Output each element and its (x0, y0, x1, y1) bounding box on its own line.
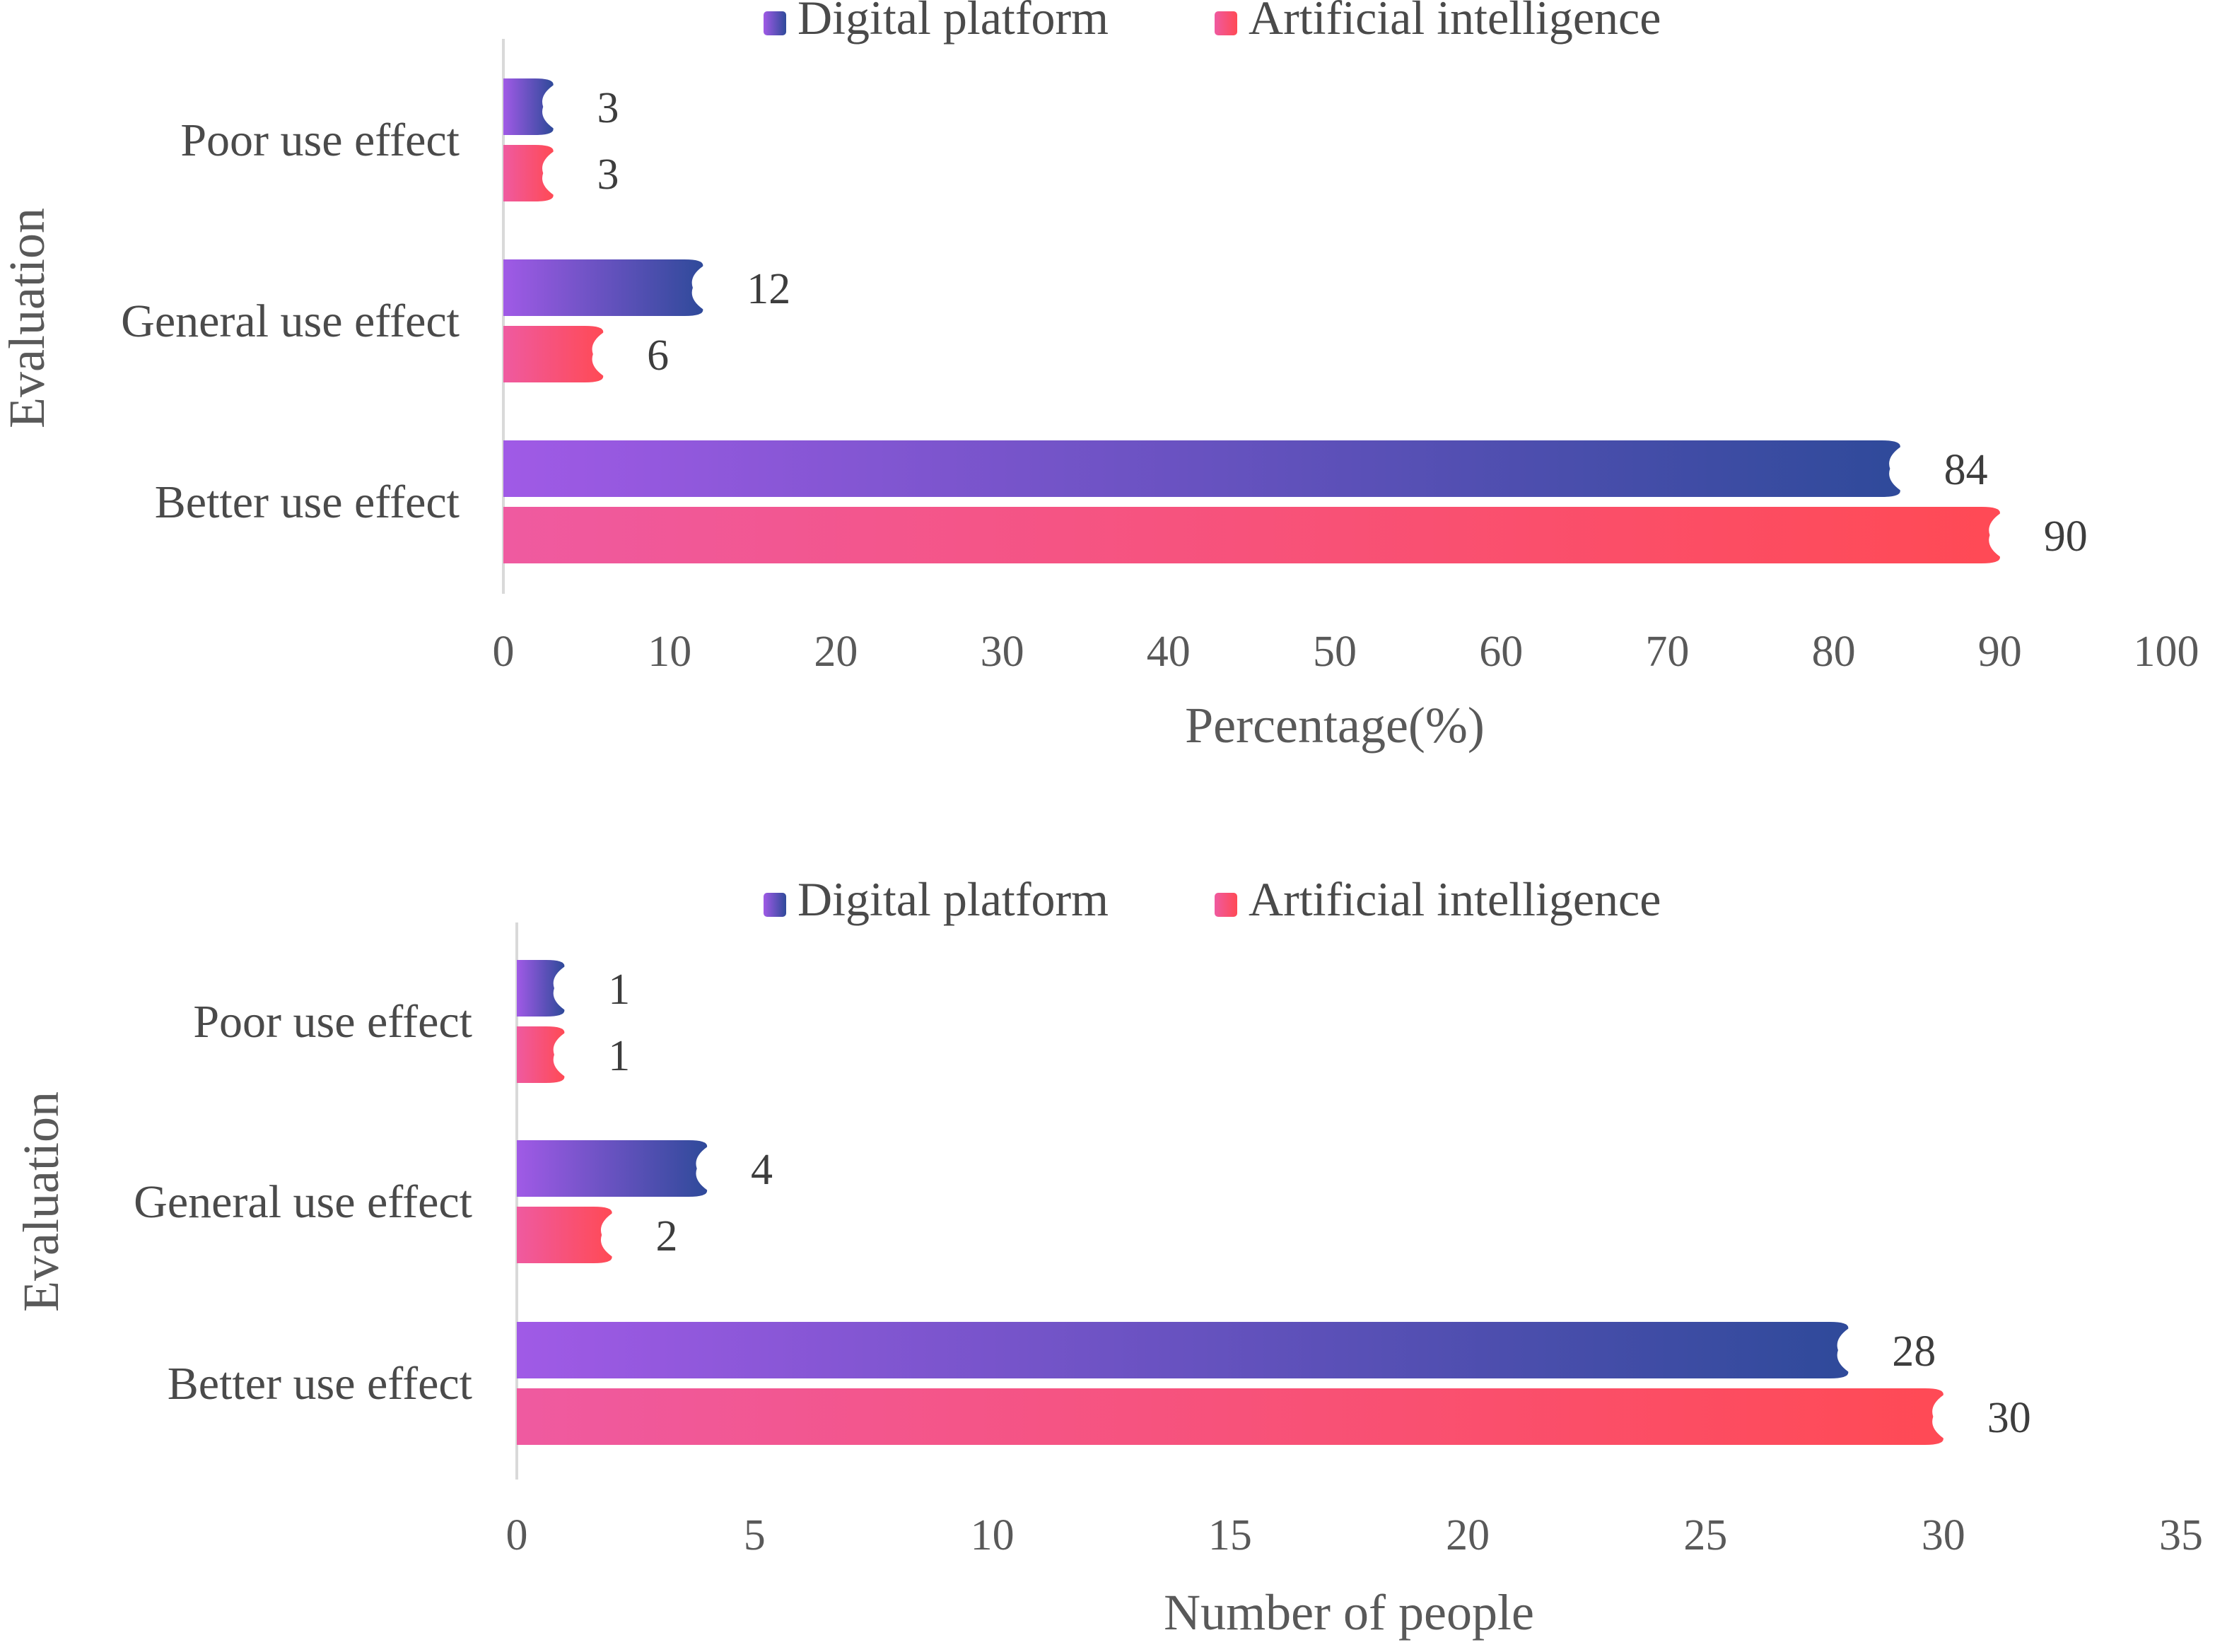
legend-swatch-artificial-intelligence (1215, 11, 1237, 35)
bar-digital-platform-general-use-effect (517, 1140, 708, 1197)
legend-label-digital-platform: Digital platform (797, 0, 1109, 45)
x-tick-label-5: 5 (744, 1511, 766, 1559)
bar-digital-platform-poor-use-effect (503, 78, 554, 135)
category-label-better-use-effect: Better use effect (168, 1358, 472, 1410)
data-label-artificial-intelligence-poor-use-effect: 1 (608, 1032, 630, 1080)
data-label-digital-platform-general-use-effect: 4 (751, 1146, 773, 1194)
legend-label-digital-platform: Digital platform (797, 872, 1109, 926)
bar-artificial-intelligence-better-use-effect (517, 1388, 1943, 1445)
x-axis-title: Number of people (1164, 1584, 1534, 1641)
percentage-chart: Digital platform Artificial intelligence P… (0, 0, 2199, 754)
x-tick-label-25: 25 (1683, 1511, 1727, 1559)
bar-artificial-intelligence-general-use-effect (503, 326, 604, 382)
category-label-general-use-effect: General use effect (134, 1176, 472, 1228)
data-label-artificial-intelligence-better-use-effect: 30 (1987, 1394, 2031, 1442)
x-tick-label-100: 100 (2134, 628, 2199, 676)
category-label-general-use-effect: General use effect (121, 295, 460, 347)
x-tick-label-0: 0 (506, 1511, 528, 1559)
y-axis-title: Evaluation (13, 1091, 69, 1312)
x-tick-label-15: 15 (1208, 1511, 1252, 1559)
data-label-artificial-intelligence-general-use-effect: 2 (656, 1212, 678, 1260)
legend-label-artificial-intelligence: Artificial intelligence (1249, 0, 1661, 45)
x-tick-label-60: 60 (1479, 628, 1523, 676)
data-label-digital-platform-poor-use-effect: 1 (608, 966, 630, 1014)
data-label-artificial-intelligence-poor-use-effect: 3 (597, 151, 619, 199)
bar-digital-platform-poor-use-effect (517, 960, 565, 1017)
data-label-digital-platform-better-use-effect: 28 (1892, 1328, 1936, 1376)
data-label-digital-platform-better-use-effect: 84 (1944, 446, 1988, 494)
bar-digital-platform-general-use-effect (503, 259, 703, 316)
legend-swatch-artificial-intelligence (1215, 893, 1237, 917)
x-tick-label-50: 50 (1313, 628, 1357, 676)
bar-artificial-intelligence-better-use-effect (503, 507, 2000, 563)
bar-artificial-intelligence-general-use-effect (517, 1207, 612, 1263)
x-tick-label-20: 20 (814, 628, 858, 676)
x-axis-title: Percentage(%) (1185, 697, 1485, 754)
x-tick-label-40: 40 (1147, 628, 1191, 676)
x-tick-label-80: 80 (1812, 628, 1856, 676)
legend-swatch-digital-platform (764, 893, 786, 917)
x-tick-label-0: 0 (493, 628, 515, 676)
x-tick-label-70: 70 (1645, 628, 1689, 676)
x-tick-label-30: 30 (981, 628, 1024, 676)
x-tick-label-20: 20 (1446, 1511, 1490, 1559)
bar-artificial-intelligence-poor-use-effect (503, 145, 554, 201)
data-label-artificial-intelligence-better-use-effect: 90 (2044, 512, 2088, 561)
data-label-digital-platform-general-use-effect: 12 (747, 265, 790, 313)
x-tick-label-35: 35 (2159, 1511, 2203, 1559)
legend-swatch-digital-platform (764, 11, 786, 35)
bar-digital-platform-better-use-effect (503, 440, 1900, 497)
category-label-better-use-effect: Better use effect (155, 476, 460, 528)
data-label-artificial-intelligence-general-use-effect: 6 (647, 332, 669, 380)
x-tick-label-10: 10 (648, 628, 691, 676)
legend-label-artificial-intelligence: Artificial intelligence (1249, 872, 1661, 926)
x-tick-label-90: 90 (1978, 628, 2022, 676)
bar-digital-platform-better-use-effect (517, 1322, 1849, 1378)
data-label-digital-platform-poor-use-effect: 3 (597, 84, 619, 132)
people-count-chart: Digital platform Artificial intelligence P… (13, 872, 2203, 1641)
x-tick-label-10: 10 (971, 1511, 1015, 1559)
category-label-poor-use-effect: Poor use effect (193, 996, 472, 1048)
category-label-poor-use-effect: Poor use effect (180, 115, 460, 166)
bar-artificial-intelligence-poor-use-effect (517, 1026, 565, 1083)
x-tick-label-30: 30 (1922, 1511, 1965, 1559)
y-axis-title: Evaluation (0, 208, 55, 428)
